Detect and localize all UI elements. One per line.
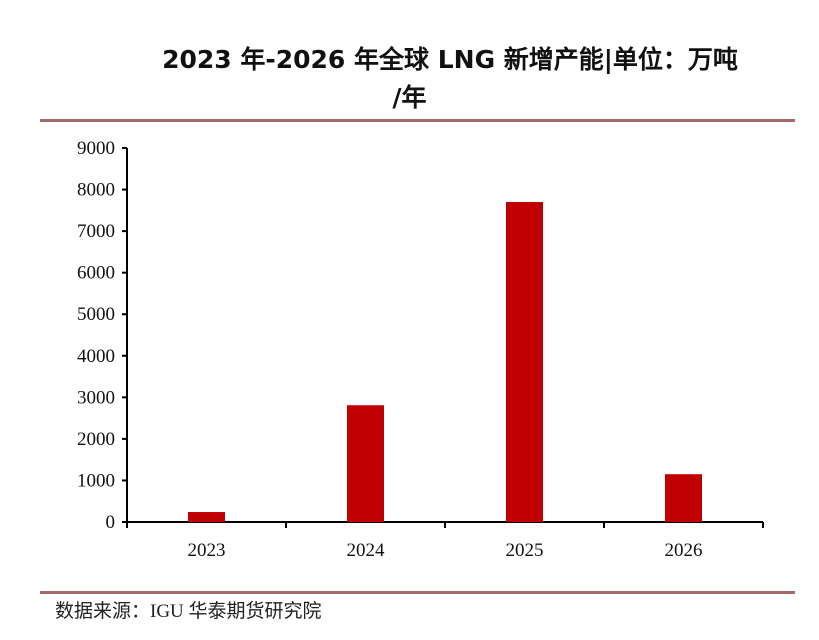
chart-title-line2: /年 xyxy=(392,83,427,112)
y-tick-label: 9000 xyxy=(77,138,115,159)
x-tick-label: 2023 xyxy=(188,540,226,561)
bar-2024 xyxy=(347,405,384,522)
y-tick-label: 7000 xyxy=(77,221,115,242)
x-tick-label: 2025 xyxy=(506,540,544,561)
chart-title-line1: 2023 年-2026 年全球 LNG 新增产能|单位：万吨 xyxy=(162,45,738,74)
y-tick-label: 5000 xyxy=(77,304,115,325)
top-divider xyxy=(40,119,795,122)
x-tick-label: 2026 xyxy=(665,540,703,561)
y-tick-label: 6000 xyxy=(77,263,115,284)
bottom-divider xyxy=(40,591,795,594)
bar-2026 xyxy=(665,474,702,522)
x-tick-label: 2024 xyxy=(347,540,386,561)
y-tick-label: 0 xyxy=(106,512,116,533)
y-tick-label: 4000 xyxy=(77,346,115,367)
y-tick-label: 8000 xyxy=(77,180,115,201)
bar-2025 xyxy=(506,202,543,522)
y-tick-label: 3000 xyxy=(77,387,115,408)
data-source: 数据来源：IGU 华泰期货研究院 xyxy=(55,601,322,622)
y-tick-label: 2000 xyxy=(77,429,115,450)
bar-2023 xyxy=(188,512,225,522)
y-tick-label: 1000 xyxy=(77,470,115,491)
